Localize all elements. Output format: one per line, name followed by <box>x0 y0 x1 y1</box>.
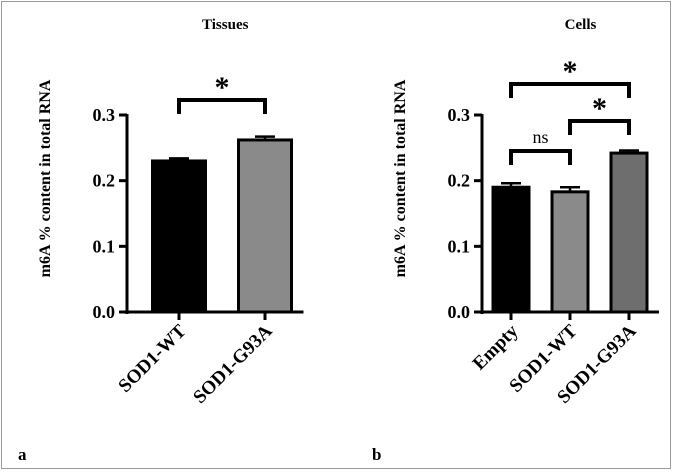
y-tick-label: 0.2 <box>448 171 471 191</box>
x-tick-label: Empty <box>469 320 523 374</box>
panel-label: b <box>372 445 381 464</box>
chart-title: Tissues <box>202 17 249 33</box>
y-tick-label: 0.3 <box>93 105 116 125</box>
y-axis-label: m6A % content in total RNA <box>37 79 54 277</box>
bar-sod1-g93a <box>237 138 293 314</box>
bar-sod1-g93a <box>609 151 649 314</box>
significance-label: ns <box>532 127 548 147</box>
y-axis-label: m6A % content in total RNA <box>392 79 409 277</box>
bar-sod1-wt <box>550 190 590 314</box>
significance-label: * <box>563 55 578 88</box>
significance-bracket <box>509 82 631 98</box>
y-tick-label: 0.2 <box>93 171 116 191</box>
panel-label: a <box>18 445 27 464</box>
chart-title: Cells <box>565 17 597 33</box>
bar-empty <box>491 185 531 314</box>
significance-bracket <box>509 149 572 165</box>
y-tick-label: 0.0 <box>448 302 471 322</box>
significance-bracket <box>568 119 631 135</box>
y-tick-label: 0.3 <box>448 105 471 125</box>
significance-label: * <box>592 92 607 125</box>
x-tick-label: SOD1-G93A <box>189 320 276 407</box>
chart-canvas: Tissues m6A % content in total RNA 0.0 0.1 0… <box>18 17 659 464</box>
significance-label: * <box>215 71 230 104</box>
panel-b: Cells m6A % content in total RNA 0.0 0.1 0.2… <box>372 17 659 464</box>
bar-sod1-wt <box>151 159 207 314</box>
y-tick-label: 0.1 <box>448 236 471 256</box>
y-tick-label: 0.0 <box>93 302 116 322</box>
panel-a: Tissues m6A % content in total RNA 0.0 0.1 0… <box>18 17 304 464</box>
y-tick-label: 0.1 <box>93 236 116 256</box>
significance-bracket <box>177 98 267 114</box>
x-tick-label: SOD1-WT <box>114 320 190 396</box>
